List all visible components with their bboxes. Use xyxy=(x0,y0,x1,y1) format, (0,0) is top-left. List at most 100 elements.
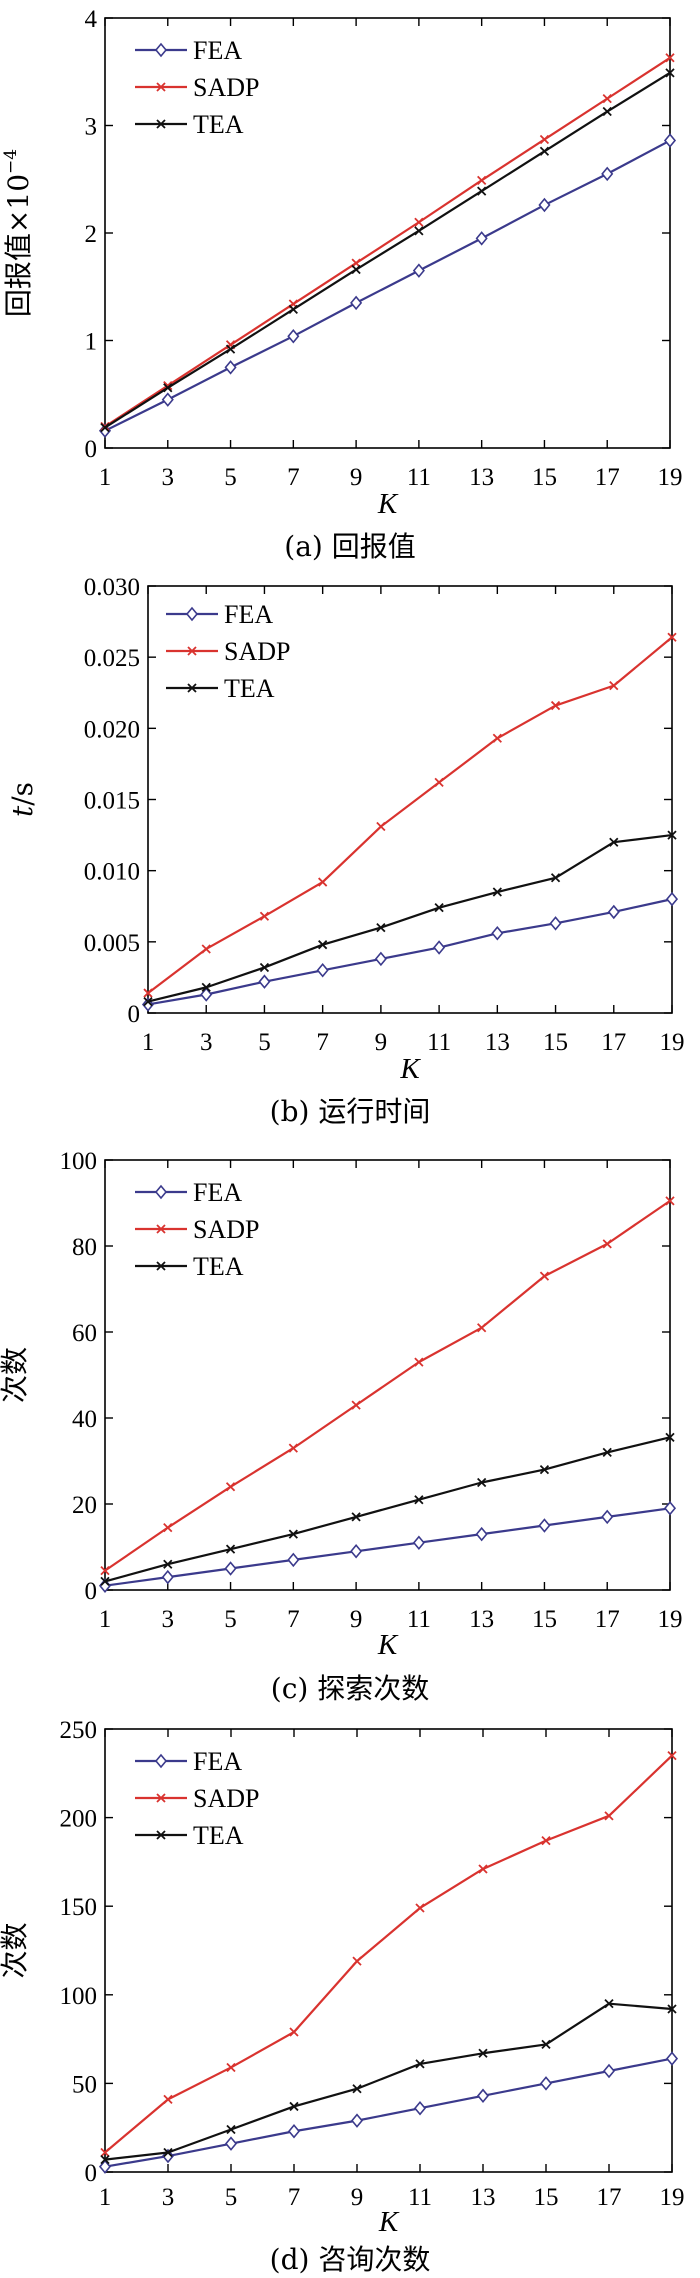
x-tick-label: 1 xyxy=(99,464,112,491)
series-fea xyxy=(98,133,677,439)
y-tick-label: 200 xyxy=(60,1806,98,1833)
data-point-cross xyxy=(201,944,211,954)
data-point-cross xyxy=(414,226,424,236)
series-line-fea xyxy=(147,898,673,1006)
legend-label-fea: FEA xyxy=(224,600,273,629)
y-tick-label: 0.015 xyxy=(84,788,140,815)
y-tick-label: 250 xyxy=(60,1717,98,1744)
data-point-cross xyxy=(602,93,612,104)
series-sadp xyxy=(100,1196,675,1576)
data-point-cross xyxy=(156,1793,166,1803)
data-point-diamond xyxy=(413,2100,427,2116)
data-point-cross xyxy=(434,777,444,788)
x-tick-label: 15 xyxy=(532,1606,557,1633)
y-tick-label: 0.020 xyxy=(84,716,140,743)
y-axis-label-text: 回报值×10 xyxy=(2,174,35,317)
data-point-cross xyxy=(351,1400,361,1410)
data-point-cross xyxy=(665,68,675,78)
x-tick-label: 13 xyxy=(485,1029,510,1056)
data-point-diamond xyxy=(475,231,488,246)
x-tick-label: 3 xyxy=(162,1606,175,1633)
y-tick-label: 2 xyxy=(85,221,98,248)
data-point-cross xyxy=(609,837,619,847)
y-tick-label: 0 xyxy=(85,436,98,463)
data-point-cross xyxy=(163,2147,173,2158)
legend-label-sadp: SADP xyxy=(193,73,259,102)
data-point-cross xyxy=(539,134,550,145)
plot-frame xyxy=(104,1159,671,1591)
y-tick-label: 1 xyxy=(85,329,98,356)
x-tick-label: 1 xyxy=(99,1606,112,1633)
series-line-sadp xyxy=(104,56,671,428)
data-point-cross xyxy=(156,1830,166,1840)
chart-panel-d: 0 50 100 150 200 250 1 3 5 7 9 11 13 15 17 19 K 次数 FEA SADP… xyxy=(0,1713,700,2278)
data-point-cross xyxy=(226,2062,236,2073)
y-tick-label: 40 xyxy=(72,1406,97,1433)
data-point-cross xyxy=(414,217,424,227)
data-point-cross xyxy=(477,1477,487,1488)
data-point-diamond xyxy=(374,951,387,967)
y-axis-label: t/s xyxy=(6,782,39,817)
data-point-cross xyxy=(609,680,619,691)
data-point-cross xyxy=(187,646,197,656)
data-point-cross xyxy=(539,1271,550,1281)
y-tick-label: 0 xyxy=(128,1001,141,1028)
x-tick-label: 5 xyxy=(224,464,237,491)
data-point-cross xyxy=(225,1482,236,1492)
data-point-cross xyxy=(602,1447,612,1458)
data-point-cross xyxy=(541,2039,551,2050)
x-tick-label: 5 xyxy=(258,1029,271,1056)
plot-frame xyxy=(104,1728,673,2173)
legend-label-tea: TEA xyxy=(193,110,244,139)
data-point-cross xyxy=(478,2048,488,2058)
x-tick-label: 3 xyxy=(200,1029,213,1056)
data-point-diamond xyxy=(491,926,504,941)
data-point-cross xyxy=(225,1544,236,1554)
data-point-cross xyxy=(602,106,612,117)
data-point-cross xyxy=(667,2004,677,2014)
data-point-cross xyxy=(100,2154,110,2165)
series-fea xyxy=(98,1501,677,1593)
x-tick-label: 15 xyxy=(543,1029,568,1056)
y-tick-label: 80 xyxy=(72,1234,97,1261)
data-point-cross xyxy=(667,830,677,840)
data-point-cross xyxy=(541,1835,551,1846)
data-point-cross xyxy=(288,304,298,314)
series-line-tea xyxy=(104,2002,673,2161)
data-point-diamond xyxy=(549,916,562,931)
x-tick-label: 11 xyxy=(407,464,431,491)
series-tea xyxy=(143,830,677,1007)
x-tick-label: 17 xyxy=(601,1029,626,1056)
data-point-diamond xyxy=(287,1552,300,1568)
chart-caption: (b) 运行时间 xyxy=(270,1095,431,1128)
data-point-diamond xyxy=(258,974,271,989)
legend: FEA SADP TEA xyxy=(135,1178,259,1281)
series-sadp xyxy=(100,1750,677,2158)
data-point-cross xyxy=(288,1443,298,1453)
y-axis-label-unit: /s xyxy=(6,782,39,806)
legend: FEA SADP TEA xyxy=(135,1747,259,1850)
data-point-cross xyxy=(477,1323,487,1333)
data-point-cross xyxy=(289,2101,299,2112)
data-point-cross xyxy=(259,911,270,921)
data-point-diamond xyxy=(476,2088,490,2104)
data-point-cross xyxy=(163,2094,173,2104)
x-tick-label: 11 xyxy=(407,1606,431,1633)
series-line-sadp xyxy=(147,636,673,994)
data-point-cross xyxy=(376,922,386,933)
data-point-cross xyxy=(156,1261,166,1271)
x-axis-label: K xyxy=(377,1629,399,1661)
data-point-cross xyxy=(539,1464,550,1475)
data-point-diamond xyxy=(200,987,213,1002)
x-tick-label: 9 xyxy=(350,1606,363,1633)
data-point-diamond xyxy=(287,328,300,344)
series-line-fea xyxy=(104,2057,673,2168)
series-tea xyxy=(100,1432,675,1587)
x-tick-label: 5 xyxy=(224,1606,237,1633)
legend-label-fea: FEA xyxy=(193,1178,242,1207)
x-axis-label: K xyxy=(399,1053,421,1085)
legend: FEA SADP TEA xyxy=(135,36,259,139)
x-tick-label: 19 xyxy=(658,464,683,491)
legend-label-sadp: SADP xyxy=(193,1215,259,1244)
